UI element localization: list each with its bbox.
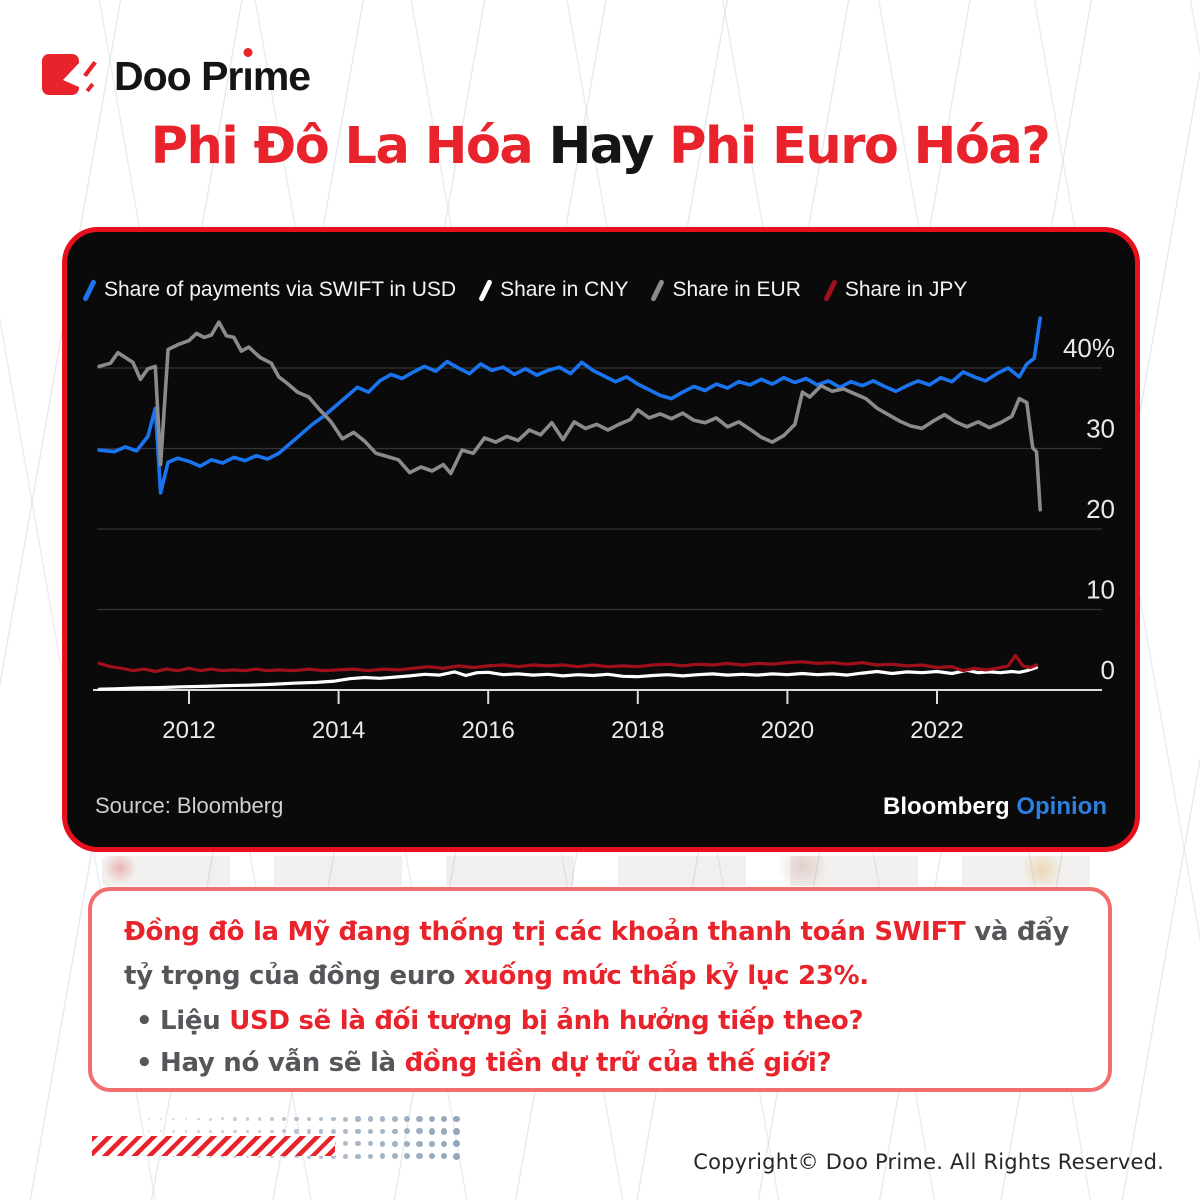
svg-text:2022: 2022 [910,717,963,744]
cny-line-swatch-icon [478,278,493,302]
legend-item-jpy: Share in JPY [823,278,968,302]
summary-intro-red-2: xuống mức thấp kỷ lục 23%. [463,960,869,991]
background-banknote-strip [102,856,1098,886]
chart-panel: Share of payments via SWIFT in USD Share… [62,227,1140,852]
doo-prime-wordmark: Doo Prıme [114,52,311,99]
doo-prime-logo-icon [42,54,100,96]
bullet-item-2: Hay nó vẫn sẽ là đồng tiền dự trữ của th… [124,1042,1076,1084]
swift-share-line-chart: 2012 2014 2016 2018 2020 2022 40% 30 20 10 0 [93,316,1115,744]
bloomberg-opinion-brand: Bloomberg Opinion [883,793,1107,820]
title-black: Hay [548,117,655,176]
summary-bullets: Liệu USD sẽ là đối tượng bị ảnh hưởng ti… [124,1000,1076,1084]
legend-item-usd: Share of payments via SWIFT in USD [82,278,457,302]
summary-intro-red-1: Đồng đô la Mỹ đang thống trị các khoản t… [124,917,966,947]
legend-item-eur: Share in EUR [650,278,801,302]
legend-label-cny: Share in CNY [500,278,629,301]
summary-box: Đồng đô la Mỹ đang thống trị các khoản t… [88,887,1112,1092]
svg-text:2012: 2012 [162,717,215,744]
bloomberg-brand-text: Bloomberg [883,793,1010,820]
svg-text:2014: 2014 [312,717,365,744]
summary-intro: Đồng đô la Mỹ đang thống trị các khoản t… [124,911,1076,998]
title-red-1: Phi Đô La Hóa [150,117,549,176]
legend-item-cny: Share in CNY [478,278,629,302]
wordmark-seg1: Doo Pr [114,52,243,99]
jpy-line-swatch-icon [823,278,838,302]
svg-text:30: 30 [1086,414,1115,444]
title-red-2: Phi Euro Hóa? [652,117,1051,176]
svg-text:2018: 2018 [611,717,664,744]
legend-label-usd: Share of payments via SWIFT in USD [104,278,457,301]
copyright-text: Copyright© Doo Prime. All Rights Reserve… [693,1150,1164,1174]
wordmark-seg2: me [252,52,311,99]
chart-legend: Share of payments via SWIFT in USD Share… [82,278,1121,302]
legend-label-jpy: Share in JPY [844,278,968,301]
eur-line-swatch-icon [650,278,666,302]
legend-label-eur: Share in EUR [672,278,801,301]
page-title: Phi Đô La Hóa Hay Phi Euro Hóa? [0,116,1200,177]
svg-text:0: 0 [1101,655,1115,685]
svg-text:40%: 40% [1063,333,1115,363]
bullet-item-1: Liệu USD sẽ là đối tượng bị ảnh hưởng ti… [124,1000,1076,1042]
deco-hatch-bar [92,1136,335,1156]
svg-text:2020: 2020 [761,717,814,744]
doo-prime-logo: Doo Prıme [42,50,311,102]
svg-text:20: 20 [1086,494,1115,524]
svg-text:10: 10 [1086,575,1115,605]
summary-intro-gray: và đẩy tỷ trọng của đồng euro [124,917,1070,991]
svg-text:2016: 2016 [462,717,515,744]
chart-source: Source: Bloomberg [95,793,284,818]
wordmark-i-red-dot: ı [242,52,253,99]
